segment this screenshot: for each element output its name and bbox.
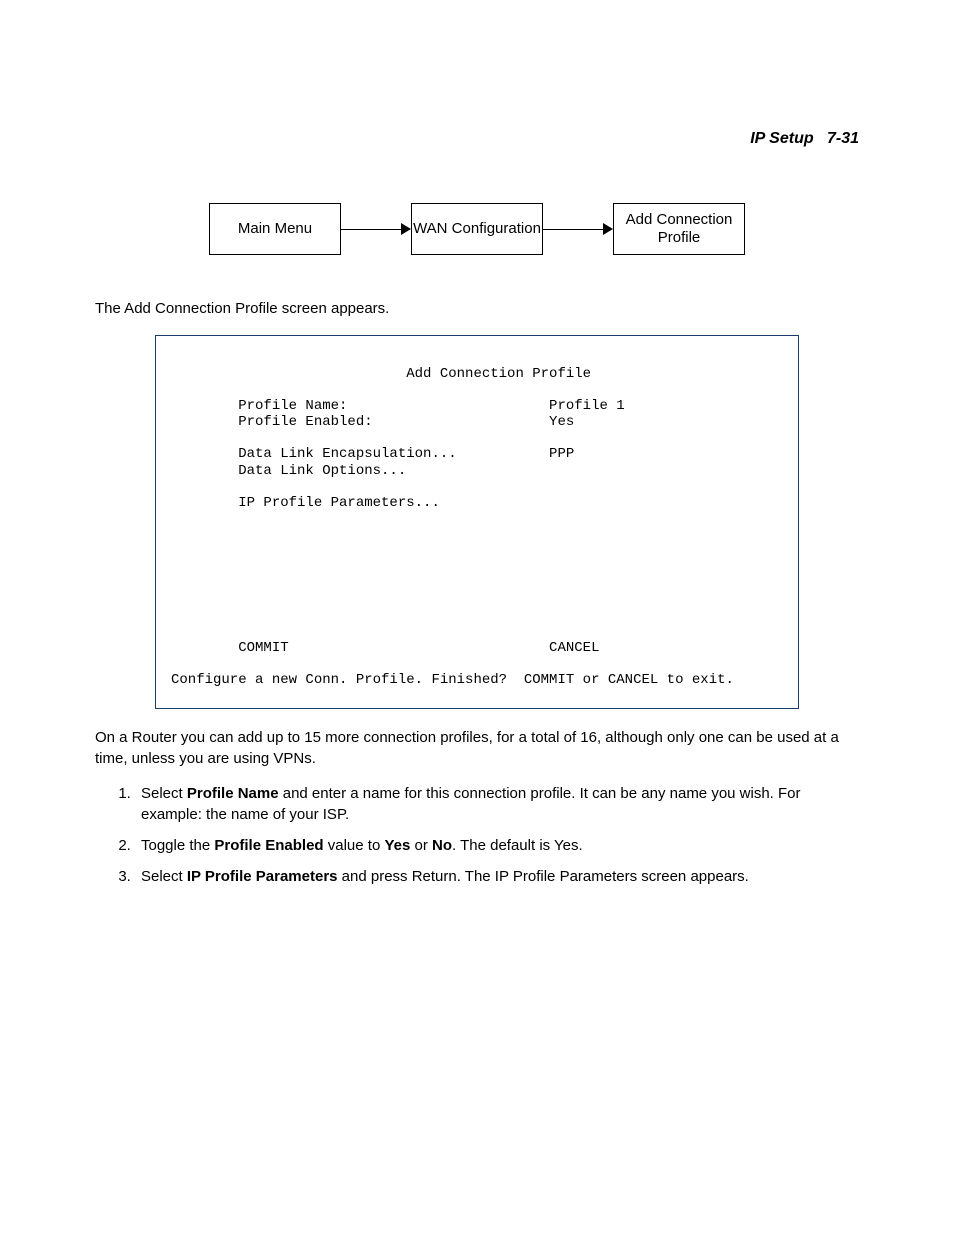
terminal-content: Add Connection Profile Profile Name: Pro… [171,366,783,688]
step-text: Select [141,868,187,885]
step-2: Toggle the Profile Enabled value to Yes … [135,835,859,856]
step-text: or [410,837,432,854]
header-section: IP Setup [750,130,813,147]
page: IP Setup 7-31 Main Menu WAN Configuratio… [0,0,954,1235]
step-text: Toggle the [141,837,214,854]
step-text: . The default is Yes. [452,837,583,854]
flow-label: Main Menu [238,220,312,238]
flow-arrow-icon [543,223,613,235]
step-bold: Yes [384,837,410,854]
flow-box-add-conn: Add Connection Profile [613,203,745,255]
flow-label: Add Connection Profile [614,211,744,247]
step-1: Select Profile Name and enter a name for… [135,783,859,825]
step-3: Select IP Profile Parameters and press R… [135,866,859,887]
step-text: Select [141,785,187,802]
header-page: 7-31 [827,130,859,147]
step-bold: IP Profile Parameters [187,868,338,885]
step-text: and press Return. The IP Profile Paramet… [338,868,749,885]
steps-list: Select Profile Name and enter a name for… [95,783,859,887]
step-text: value to [324,837,385,854]
terminal-screen: Add Connection Profile Profile Name: Pro… [155,335,799,709]
flowchart: Main Menu WAN Configuration Add Connecti… [95,203,859,255]
step-bold: No [432,837,452,854]
flow-arrow-icon [341,223,411,235]
flow-box-main-menu: Main Menu [209,203,341,255]
step-bold: Profile Name [187,785,279,802]
body-paragraph: On a Router you can add up to 15 more co… [95,727,859,769]
flow-label: WAN Configuration [413,220,541,238]
intro-text: The Add Connection Profile screen appear… [95,300,859,317]
page-header: IP Setup 7-31 [95,130,859,148]
flow-box-wan-config: WAN Configuration [411,203,543,255]
step-bold: Profile Enabled [214,837,323,854]
